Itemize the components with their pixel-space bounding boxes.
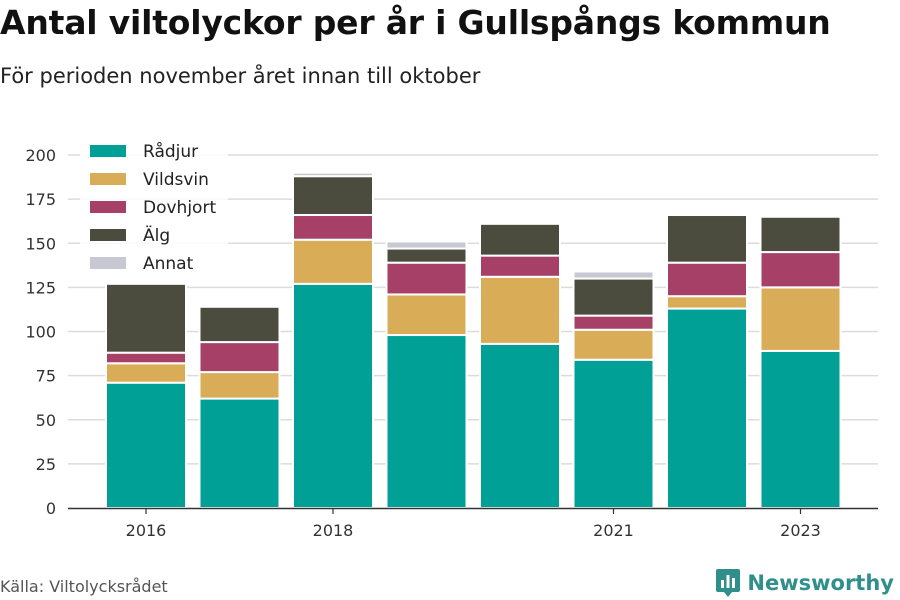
bar-segment-annat-2021 <box>572 270 655 280</box>
y-tick-label: 0 <box>46 499 56 518</box>
bar-segment-vildsvin-2017 <box>198 371 281 400</box>
bar-segment-vildsvin-2020 <box>479 275 561 345</box>
legend-label: Vildsvin <box>143 170 209 190</box>
y-tick-label: 100 <box>25 323 56 342</box>
newsworthy-logo-icon <box>716 569 741 597</box>
brand-name: Newsworthy <box>747 571 894 595</box>
bar-segment-dovhjort-2019 <box>385 261 468 296</box>
y-tick-label: 50 <box>36 411 56 430</box>
bar-segment-vildsvin-2022 <box>666 295 748 310</box>
bar-segment-rådjur-2018 <box>292 282 374 509</box>
y-tick-label: 200 <box>25 146 56 165</box>
bar-segment-rådjur-2017 <box>198 397 281 510</box>
legend-label: Annat <box>143 254 194 274</box>
bar-segment-älg-2016 <box>105 282 187 354</box>
bar-segment-älg-2020 <box>479 222 561 257</box>
x-tick-label: 2023 <box>780 521 821 540</box>
y-tick-label: 150 <box>25 234 56 253</box>
bar-segment-dovhjort-2020 <box>479 254 561 278</box>
bar-segment-annat-2018 <box>292 171 374 178</box>
y-tick-label: 25 <box>36 455 56 474</box>
bar-segment-älg-2021 <box>572 277 655 317</box>
chart-title: Antal viltolyckor per år i Gullspångs ko… <box>0 3 831 42</box>
x-tick-label: 2016 <box>126 521 167 540</box>
bar-segment-vildsvin-2016 <box>105 362 187 384</box>
brand-logo: Newsworthy <box>715 568 894 598</box>
bar-segment-rådjur-2023 <box>759 349 842 510</box>
legend-label: Älg <box>143 225 170 246</box>
bar-segment-vildsvin-2021 <box>572 328 655 361</box>
x-tick-label: 2018 <box>313 521 354 540</box>
bar-segment-rådjur-2016 <box>105 381 187 509</box>
legend-swatch-rådjur <box>90 145 126 157</box>
y-tick-label: 75 <box>36 367 56 386</box>
legend: Rådjur Vildsvin Dovhjort Älg Annat <box>80 138 228 278</box>
bar-segment-dovhjort-2018 <box>292 214 374 241</box>
bar-segment-älg-2017 <box>198 305 281 344</box>
legend-swatch-dovhjort <box>90 201 126 213</box>
legend-swatch-älg <box>90 229 126 241</box>
chart-subtitle: För perioden november året innan till ok… <box>0 64 481 88</box>
x-tick-label: 2021 <box>593 521 634 540</box>
bar-segment-älg-2022 <box>666 214 748 264</box>
bar-segment-älg-2019 <box>385 247 468 264</box>
bar-segment-annat-2019 <box>385 240 468 250</box>
bar-segment-rådjur-2021 <box>572 358 655 509</box>
bar-segment-rådjur-2020 <box>479 342 561 510</box>
bar-segment-älg-2018 <box>292 175 374 217</box>
bar-segment-dovhjort-2023 <box>759 251 842 289</box>
bar-segment-vildsvin-2019 <box>385 293 468 337</box>
bar-segment-dovhjort-2022 <box>666 261 748 298</box>
bar-segment-dovhjort-2021 <box>572 314 655 331</box>
bar-segment-rådjur-2022 <box>666 307 748 509</box>
y-tick-label: 125 <box>25 278 56 297</box>
bar-segment-vildsvin-2023 <box>759 286 842 352</box>
legend-swatch-vildsvin <box>90 173 126 185</box>
bar-segment-dovhjort-2016 <box>105 351 187 365</box>
legend-label: Dovhjort <box>143 198 216 218</box>
bar-segment-rådjur-2019 <box>385 334 468 509</box>
legend-swatch-annat <box>90 257 126 269</box>
source-note: Källa: Viltolycksrådet <box>0 577 168 596</box>
bar-segment-dovhjort-2017 <box>198 341 281 374</box>
legend-label: Rådjur <box>143 141 198 162</box>
bar-segment-vildsvin-2018 <box>292 238 374 285</box>
y-tick-label: 175 <box>25 190 56 209</box>
axes: 0 25 50 75 100 125 150 175 200 2016 2018 2021 2023 <box>25 146 878 540</box>
bar-segment-älg-2023 <box>759 215 842 254</box>
